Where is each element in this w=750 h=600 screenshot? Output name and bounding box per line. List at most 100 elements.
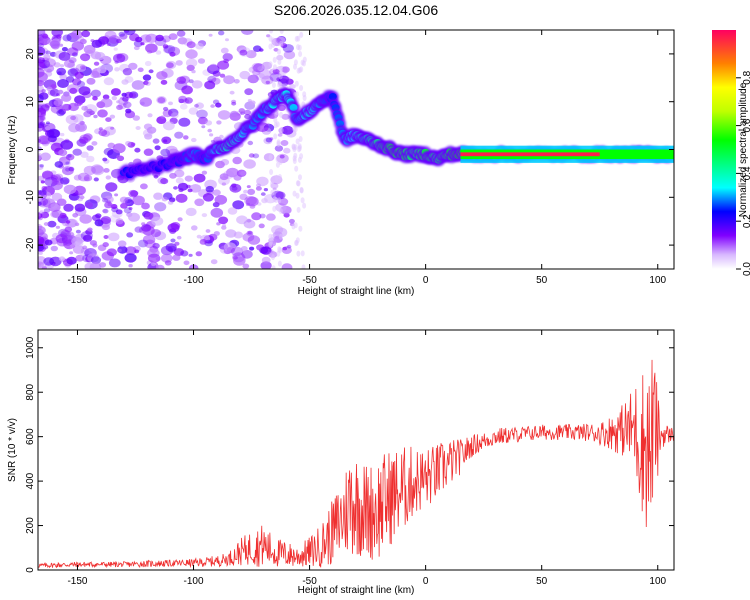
speckle-blob	[144, 133, 153, 140]
y-tick-label: 10	[25, 96, 36, 108]
speckle-blob	[239, 193, 248, 200]
speckle-blob	[74, 71, 84, 79]
speckle-blob	[74, 103, 79, 107]
speckle-blob	[218, 30, 225, 36]
x-tick-label: 100	[649, 275, 666, 286]
speckle-blob	[226, 246, 236, 254]
speckle-blob	[295, 192, 300, 199]
speckle-blob	[240, 171, 247, 176]
speckle-blob	[144, 212, 154, 220]
y-tick-label: 200	[25, 517, 36, 534]
speckle-blob	[90, 256, 102, 265]
speckle-blob	[215, 102, 222, 108]
speckle-blob	[121, 92, 127, 97]
speckle-blob	[108, 35, 121, 44]
speckle-blob	[124, 76, 134, 83]
speckle-blob	[109, 114, 116, 119]
speckle-blob	[42, 170, 54, 180]
speckle-blob	[298, 225, 303, 232]
speckle-blob	[73, 185, 86, 196]
speckle-blob	[49, 40, 60, 49]
speckle-blob	[102, 208, 109, 214]
speckle-blob	[165, 243, 177, 252]
speckle-blob	[63, 59, 75, 68]
speckle-blob	[297, 146, 302, 153]
speckle-blob	[183, 260, 190, 266]
speckle-blob	[103, 195, 114, 204]
speckle-blob	[214, 194, 228, 205]
speckle-blob	[50, 142, 63, 152]
speckle-blob	[170, 238, 176, 243]
speckle-blob	[65, 161, 70, 165]
speckle-blob	[186, 41, 196, 49]
x-tick-label: -100	[184, 576, 204, 587]
speckle-blob	[69, 87, 78, 94]
speckle-blob	[104, 71, 109, 76]
speckle-blob	[135, 36, 143, 43]
speckle-blob	[58, 256, 66, 262]
speckle-blob	[113, 53, 126, 63]
speckle-blob	[194, 103, 199, 108]
speckle-blob	[103, 77, 115, 86]
speckle-blob	[160, 253, 173, 263]
speckle-blob	[243, 109, 251, 116]
speckle-blob	[112, 143, 126, 154]
speckle-blob	[153, 174, 159, 179]
speckle-blob	[75, 36, 85, 44]
speckle-blob	[180, 250, 189, 257]
speckle-blob	[279, 30, 284, 34]
speckle-blob	[93, 114, 98, 119]
speckle-blob	[167, 108, 179, 117]
speckle-blob	[270, 233, 275, 240]
x-tick-label: 100	[649, 576, 666, 587]
speckle-blob	[174, 131, 184, 139]
speckle-blob	[297, 44, 302, 51]
speckle-blob	[38, 111, 42, 117]
speckle-blob	[286, 244, 292, 249]
speckle-blob	[215, 160, 225, 169]
speckle-blob	[63, 184, 77, 195]
speckle-blob	[294, 91, 299, 98]
speckle-blob	[210, 139, 215, 143]
speckle-blob	[162, 44, 169, 49]
speckle-blob	[301, 264, 306, 269]
speckle-blob	[105, 117, 112, 122]
speckle-blob	[221, 182, 226, 186]
speckle-blob	[207, 128, 212, 133]
speckle-blob	[49, 88, 60, 97]
speckle-blob	[114, 193, 119, 197]
speckle-blob	[86, 145, 94, 151]
colorbar-tick-label: 0.6	[742, 118, 750, 132]
speckle-blob	[84, 104, 98, 115]
speckle-blob	[76, 138, 87, 147]
speckle-blob	[174, 169, 185, 178]
speckle-blob	[207, 75, 217, 83]
speckle-blob	[38, 142, 41, 147]
speckle-blob	[74, 95, 86, 105]
speckle-blob	[116, 155, 121, 159]
speckle-blob	[40, 211, 50, 219]
speckle-blob	[217, 60, 230, 70]
speckle-blob	[278, 208, 283, 214]
speckle-blob	[211, 77, 221, 85]
speckle-blob	[276, 54, 284, 61]
speckle-blob	[272, 196, 277, 203]
speckle-blob	[119, 33, 128, 40]
speckle-blob	[152, 242, 160, 249]
speckle-blob	[58, 51, 71, 61]
speckle-blob	[160, 79, 168, 85]
speckle-blob	[75, 229, 81, 234]
speckle-blob	[133, 40, 143, 48]
speckle-blob	[243, 159, 256, 169]
speckle-blob	[269, 137, 274, 141]
speckle-blob	[279, 127, 284, 134]
speckle-blob	[261, 75, 274, 85]
speckle-blob	[169, 197, 176, 203]
speckle-blob	[210, 259, 218, 265]
speckle-blob	[251, 62, 262, 71]
speckle-blob	[51, 192, 63, 201]
speckle-blob	[70, 30, 83, 40]
figure-title: S206.2026.035.12.04.G06	[274, 2, 438, 18]
speckle-blob	[272, 64, 277, 71]
